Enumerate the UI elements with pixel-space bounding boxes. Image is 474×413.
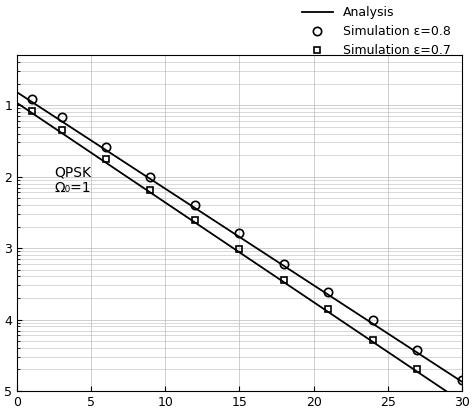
Legend: Analysis, Simulation ε=0.8, Simulation ε=0.7: Analysis, Simulation ε=0.8, Simulation ε… <box>297 1 456 62</box>
Text: QPSK
Ω₀=1: QPSK Ω₀=1 <box>54 165 91 195</box>
